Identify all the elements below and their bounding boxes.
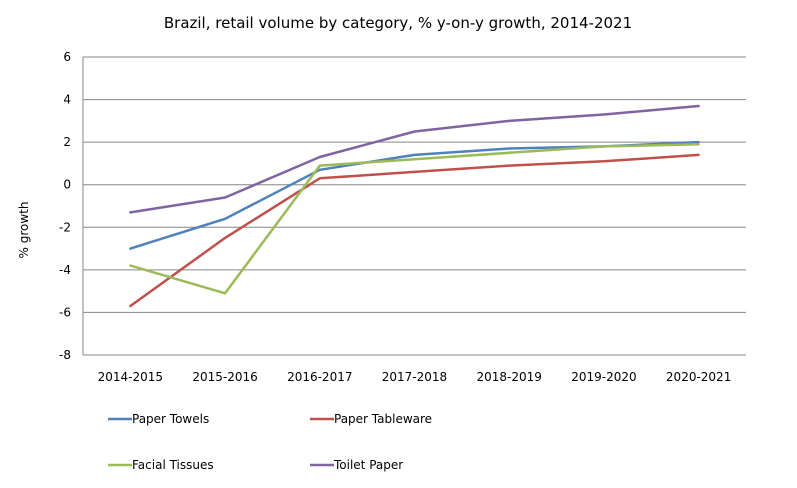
legend-label-facial-tissues: Facial Tissues bbox=[132, 458, 214, 472]
legend-label-paper-towels: Paper Towels bbox=[132, 412, 209, 426]
y-axis-label: % growth bbox=[17, 202, 31, 259]
series-lines bbox=[129, 104, 700, 308]
y-tick-label: 6 bbox=[63, 50, 71, 64]
x-tick-label: 2016-2017 bbox=[287, 370, 352, 384]
y-tick-label: -2 bbox=[59, 220, 71, 234]
x-tick-label: 2018-2019 bbox=[477, 370, 542, 384]
series-line-facial-tissues bbox=[129, 143, 700, 295]
x-tick-label: 2015-2016 bbox=[192, 370, 257, 384]
legend-label-paper-tableware: Paper Tableware bbox=[334, 412, 432, 426]
x-tick-label: 2019-2020 bbox=[571, 370, 636, 384]
y-tick-label: -6 bbox=[59, 305, 71, 319]
axes: 6 4 2 0 -2 -4 -6 -8 2014-2015 2015-2016 2016-2017 2… bbox=[59, 50, 731, 384]
y-tick-label: 4 bbox=[63, 93, 71, 107]
y-tick-label: 0 bbox=[63, 178, 71, 192]
y-tick-label: -8 bbox=[59, 348, 71, 362]
chart-title: Brazil, retail volume by category, % y-o… bbox=[164, 14, 632, 32]
legend: Paper Towels Paper Tableware Facial Tissue… bbox=[108, 412, 432, 472]
x-tick-label: 2014-2015 bbox=[98, 370, 163, 384]
legend-label-toilet-paper: Toilet Paper bbox=[333, 458, 403, 472]
series-line-toilet-paper bbox=[129, 104, 700, 214]
y-tick-label: -4 bbox=[59, 263, 71, 277]
y-tick-label: 2 bbox=[63, 135, 71, 149]
series-line-paper-tableware bbox=[129, 153, 700, 308]
gridlines bbox=[83, 56, 746, 356]
x-tick-label: 2020-2021 bbox=[666, 370, 731, 384]
x-tick-label: 2017-2018 bbox=[382, 370, 447, 384]
